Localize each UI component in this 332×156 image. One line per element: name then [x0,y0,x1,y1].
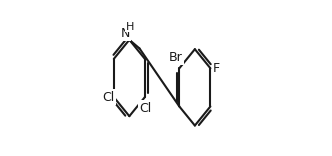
Text: N: N [121,27,130,40]
Text: H: H [126,22,134,32]
Text: Cl: Cl [139,102,152,115]
Text: F: F [213,62,220,75]
Text: Cl: Cl [102,91,115,104]
Text: Br: Br [169,51,182,64]
